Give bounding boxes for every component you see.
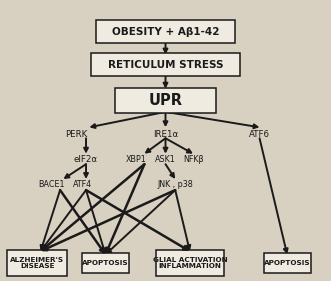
Text: eIF2α: eIF2α (74, 155, 98, 164)
Text: IRE1α: IRE1α (153, 130, 178, 139)
Text: GLIAL ACTIVATION
INFLAMMATION: GLIAL ACTIVATION INFLAMMATION (153, 257, 227, 269)
FancyBboxPatch shape (96, 20, 235, 44)
Text: RETICULUM STRESS: RETICULUM STRESS (108, 60, 223, 70)
Text: APOPTOSIS: APOPTOSIS (264, 260, 310, 266)
Text: ATF6: ATF6 (249, 130, 270, 139)
FancyBboxPatch shape (91, 53, 240, 76)
Text: PERK: PERK (65, 130, 87, 139)
Text: NFKβ: NFKβ (183, 155, 203, 164)
FancyBboxPatch shape (82, 253, 129, 273)
FancyBboxPatch shape (7, 250, 68, 276)
Text: UPR: UPR (149, 93, 182, 108)
FancyBboxPatch shape (263, 253, 311, 273)
Text: JNK , p38: JNK , p38 (157, 180, 193, 189)
Text: ATF4: ATF4 (73, 180, 92, 189)
Text: XBP1: XBP1 (126, 155, 147, 164)
Text: ALZHEIMER'S
DISEASE: ALZHEIMER'S DISEASE (10, 257, 65, 269)
FancyBboxPatch shape (115, 88, 216, 113)
Text: APOPTOSIS: APOPTOSIS (82, 260, 129, 266)
Text: OBESITY + Aβ1-42: OBESITY + Aβ1-42 (112, 27, 219, 37)
FancyBboxPatch shape (156, 250, 224, 276)
Text: ASK1: ASK1 (155, 155, 176, 164)
Text: BACE1: BACE1 (38, 180, 65, 189)
